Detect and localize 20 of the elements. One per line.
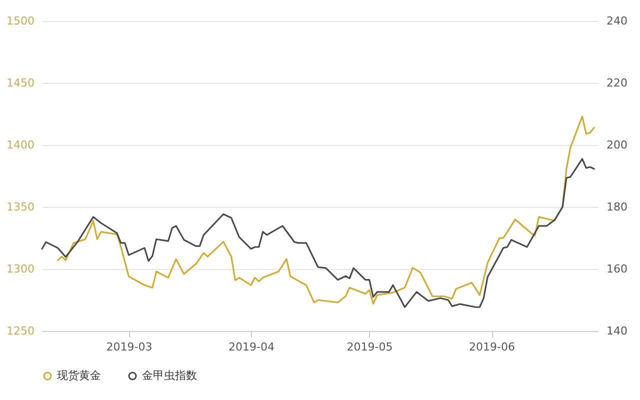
legend-label: 现货黄金 xyxy=(57,368,101,382)
y2-tick-label: 180 xyxy=(606,200,628,214)
y-tick-label: 1450 xyxy=(6,76,34,90)
y2-tick-label: 200 xyxy=(606,138,628,152)
y-tick-label: 1250 xyxy=(6,324,34,338)
line-series xyxy=(56,116,595,305)
y-tick-label: 1500 xyxy=(6,14,34,28)
x-tick-label: 2019-06 xyxy=(469,340,516,354)
y2-tick-label: 220 xyxy=(606,76,628,90)
y2-tick-label: 160 xyxy=(606,262,628,276)
y-tick-label: 1350 xyxy=(6,200,34,214)
y2-tick-label: 240 xyxy=(606,14,628,28)
legend-label: 金甲虫指数 xyxy=(142,368,197,382)
y2-tick-label: 140 xyxy=(606,324,628,338)
x-tick-label: 2019-03 xyxy=(106,340,152,354)
y-tick-label: 1300 xyxy=(6,262,34,276)
y-tick-label: 1400 xyxy=(6,138,34,152)
x-tick-label: 2019-04 xyxy=(228,340,274,354)
x-tick-label: 2019-05 xyxy=(346,340,393,354)
line-series xyxy=(41,158,595,308)
